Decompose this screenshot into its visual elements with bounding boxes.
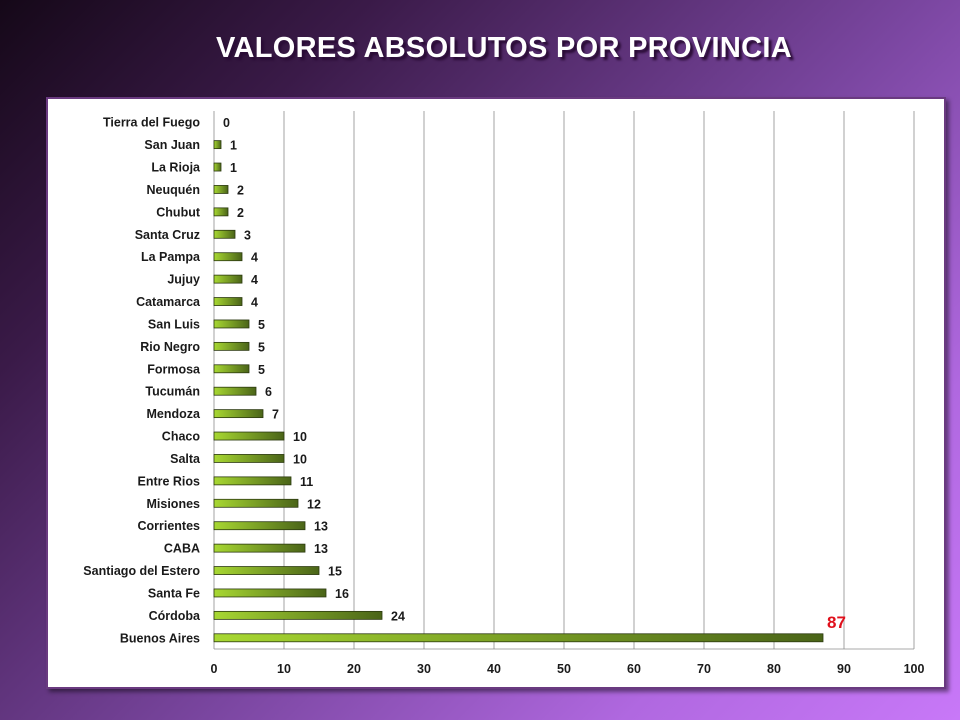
grid-layer [213,111,915,650]
bar [213,386,257,396]
data-label: 0 [223,116,230,130]
bar [213,498,299,508]
bar [213,319,250,329]
category-label: Jujuy [167,273,200,287]
bar [213,543,306,553]
bar [213,521,306,531]
bar [213,364,250,374]
data-label: 6 [265,385,272,399]
category-label: Formosa [147,362,201,376]
data-label: 87 [827,613,846,632]
category-label: Tucumán [145,385,200,399]
category-label: CABA [164,542,200,556]
bar [213,162,222,172]
x-tick-label: 30 [417,662,431,676]
bar [213,633,824,643]
bar [213,454,285,463]
data-label: 2 [237,183,244,197]
bar [213,566,320,575]
x-tick-label: 70 [697,662,711,676]
data-label: 2 [237,206,244,220]
category-label: Mendoza [147,407,202,421]
data-label: 10 [293,430,307,444]
data-label: 5 [258,340,265,354]
category-label: Chaco [162,430,201,444]
data-label: 24 [391,609,405,623]
bar [213,274,243,284]
bar [213,610,383,620]
data-label: 3 [244,228,251,242]
chart-panel: 0 10 20 30 40 50 60 70 80 90 100 Tierra del Fuego 0 S… [46,97,946,689]
bar-chart: 0 10 20 30 40 50 60 70 80 90 100 Tierra del Fuego 0 S… [83,111,924,676]
data-label: 10 [293,452,307,466]
x-tick-label: 90 [837,662,851,676]
data-label: 13 [314,520,328,534]
bar [213,229,236,239]
bar [213,297,243,306]
x-tick-label: 0 [211,662,218,676]
data-label: 15 [328,565,342,579]
category-label: La Rioja [151,161,201,175]
category-label: Tierra del Fuego [103,116,200,130]
data-label: 13 [314,542,328,556]
category-label: Buenos Aires [120,631,200,645]
x-tick-label: 80 [767,662,781,676]
category-label: Rio Negro [140,340,200,354]
bar [213,431,285,441]
data-label: 4 [251,273,258,287]
x-tick-label: 20 [347,662,361,676]
chart-title: VALORES ABSOLUTOS POR PROVINCIA [216,32,792,64]
data-label: 12 [307,497,321,511]
data-label: 4 [251,251,258,265]
category-label: La Pampa [141,250,201,264]
bar [213,409,264,419]
category-label: Catamarca [136,295,201,309]
category-label: San Juan [144,138,200,152]
category-label: Neuquén [147,183,200,197]
x-tick-label: 10 [277,662,291,676]
category-label: Corrientes [137,519,200,533]
data-label: 1 [230,139,237,153]
x-tick-label: 50 [557,662,571,676]
category-label: Salta [170,452,201,466]
x-tick-label: 100 [904,662,925,676]
category-label: Córdoba [149,609,201,623]
bar [213,588,327,598]
bar [213,341,250,351]
data-label: 7 [272,408,279,422]
bar [213,476,292,486]
bar [213,185,229,194]
label-layer: 0 10 20 30 40 50 60 70 80 90 100 Tierra del Fuego 0 S… [83,116,924,676]
category-label: Santiago del Estero [83,564,200,578]
bar [213,207,229,217]
category-label: Santa Cruz [135,228,200,242]
data-label: 5 [258,318,265,332]
category-label: Misiones [147,497,201,511]
data-label: 16 [335,587,349,601]
data-label: 4 [251,296,258,310]
x-tick-label: 60 [627,662,641,676]
bar-layer [213,140,824,643]
bar [213,252,243,262]
bar [213,140,222,150]
data-label: 1 [230,161,237,175]
data-label: 5 [258,363,265,377]
x-tick-label: 40 [487,662,501,676]
data-label: 11 [300,475,313,489]
category-label: Santa Fe [148,586,200,600]
category-label: Chubut [156,205,201,219]
category-label: Entre Rios [137,474,200,488]
category-label: San Luis [148,317,200,331]
